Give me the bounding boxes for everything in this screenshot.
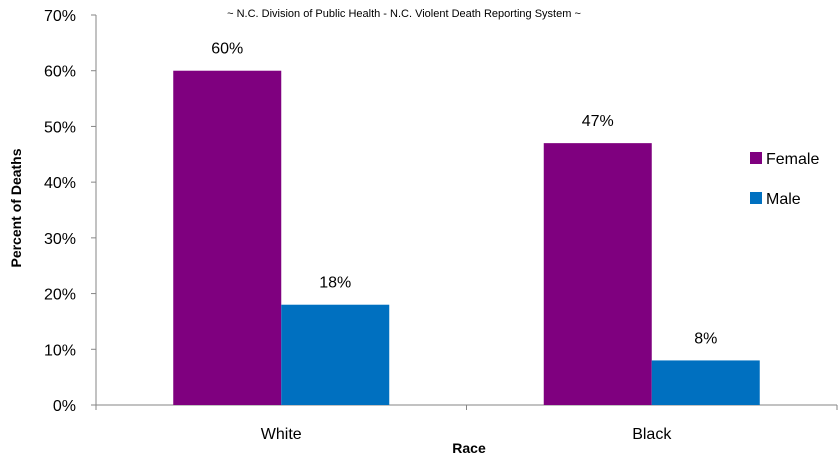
bar-female-white (173, 70, 282, 405)
legend-label-female: Female (766, 151, 819, 168)
legend-swatch-female (750, 152, 762, 164)
y-tick-label: 20% (44, 287, 76, 304)
bar-male-white (281, 304, 390, 405)
data-label: 18% (319, 275, 351, 292)
y-tick-label: 40% (44, 175, 76, 192)
y-tick-label: 30% (44, 231, 76, 248)
bar-female-black (543, 143, 652, 405)
y-tick-label: 60% (44, 64, 76, 81)
data-label: 47% (582, 113, 614, 130)
chart-subtitle: ~ N.C. Division of Public Health - N.C. … (227, 8, 581, 20)
y-axis-title: Percent of Deaths (8, 148, 24, 267)
data-label: 60% (211, 41, 243, 58)
x-tick-label: White (261, 426, 302, 443)
bars (173, 70, 760, 405)
y-tick-label: 10% (44, 342, 76, 359)
x-axis-ticks: White Black (95, 405, 838, 443)
y-axis-ticks: 0% 10% 20% 30% 40% 50% 60% 70% (44, 8, 96, 415)
x-tick-label: Black (632, 426, 672, 443)
y-tick-label: 0% (53, 398, 76, 415)
y-tick-label: 70% (44, 8, 76, 25)
data-label: 8% (694, 330, 717, 347)
x-axis-title: Race (452, 440, 486, 456)
data-labels: 60% 18% 47% 8% (211, 41, 717, 348)
legend-label-male: Male (766, 191, 801, 208)
legend: Female Male (750, 151, 819, 208)
bar-male-black (651, 360, 760, 405)
legend-swatch-male (750, 192, 762, 204)
y-tick-label: 50% (44, 119, 76, 136)
